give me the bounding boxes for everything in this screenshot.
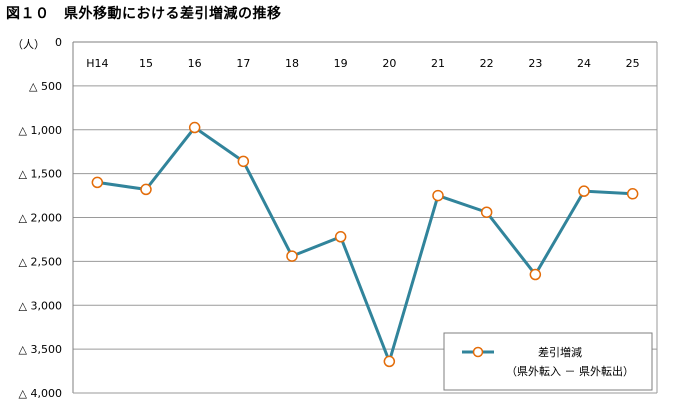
y-axis-unit-label: （人） xyxy=(12,38,45,51)
y-tick-labels: 0 △ 500 △ 1,000 △ 1,500 △ 2,000 △ 2,500 △ 3,00… xyxy=(19,36,62,400)
y-tick-label: △ 2,500 xyxy=(19,255,62,268)
legend: 差引増減 （県外転入 － 県外転出） xyxy=(443,332,653,391)
data-point xyxy=(286,250,298,262)
series-line xyxy=(97,125,633,367)
legend-box xyxy=(443,332,653,391)
data-point xyxy=(529,268,542,281)
category-label: 19 xyxy=(334,57,348,70)
data-point xyxy=(188,121,201,134)
category-label: 21 xyxy=(431,57,445,70)
y-tick-label: △ 1,000 xyxy=(19,124,62,137)
category-labels: H14 15 16 17 18 19 20 21 22 23 24 25 xyxy=(86,57,639,70)
y-tick-label: △ 500 xyxy=(29,80,62,93)
y-tick-label: △ 2,000 xyxy=(19,212,62,225)
y-tick-label: △ 4,000 xyxy=(19,387,62,400)
grid-lines xyxy=(72,41,658,394)
data-point xyxy=(334,231,347,243)
data-point xyxy=(432,189,444,202)
category-label: 23 xyxy=(528,57,542,70)
category-label: 17 xyxy=(236,57,250,70)
series-group xyxy=(91,121,639,368)
y-tick-label: 0 xyxy=(55,36,62,49)
data-point xyxy=(626,188,639,200)
legend-series-subtitle: （県外転入 － 県外転出） xyxy=(506,364,634,378)
y-tick-label: △ 1,500 xyxy=(19,168,62,181)
data-point xyxy=(578,185,590,197)
data-point xyxy=(91,176,104,189)
legend-series-name: 差引増減 xyxy=(538,345,582,359)
category-label: 22 xyxy=(480,57,494,70)
y-tick-label: △ 3,000 xyxy=(19,299,62,312)
category-label: 25 xyxy=(626,57,640,70)
category-label: 18 xyxy=(285,57,299,70)
category-label: 24 xyxy=(577,57,591,70)
legend-marker-swatch xyxy=(472,346,484,358)
category-label: H14 xyxy=(86,57,108,70)
category-label: 16 xyxy=(188,57,202,70)
data-point xyxy=(383,355,396,368)
y-tick-label: △ 3,500 xyxy=(19,343,62,356)
category-label: 20 xyxy=(382,57,396,70)
data-point xyxy=(140,183,152,196)
data-point xyxy=(480,206,493,218)
data-point xyxy=(237,155,250,168)
category-label: 15 xyxy=(139,57,153,70)
figure-title: 図１０ 県外移動における差引増減の推移 xyxy=(6,6,282,22)
